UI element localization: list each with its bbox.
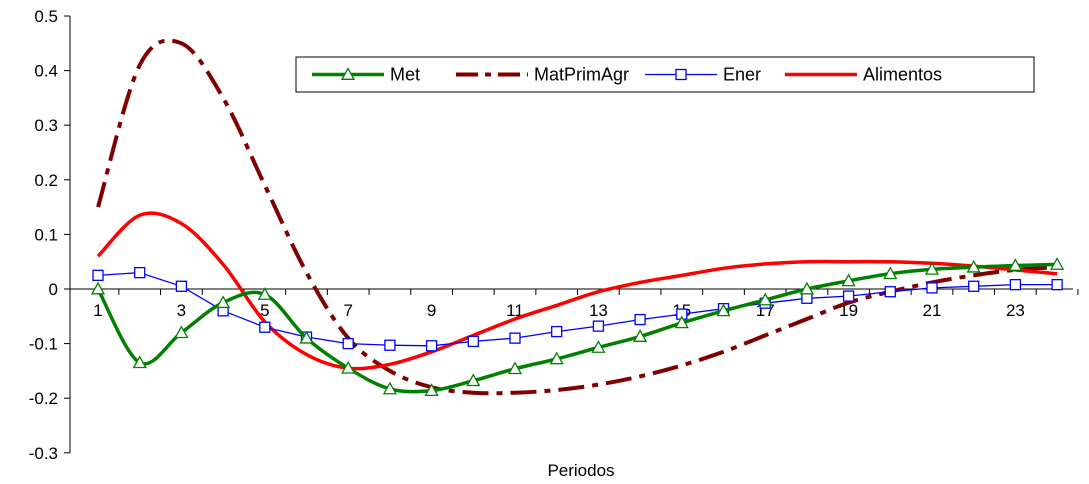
- met-marker: [507, 361, 523, 375]
- met-marker: [1008, 258, 1023, 271]
- y-tick-label: 0: [49, 280, 58, 299]
- x-tick-label: 3: [177, 301, 186, 320]
- met-marker: [257, 287, 272, 300]
- x-tick-label: 9: [427, 301, 436, 320]
- ener-marker: [384, 339, 396, 351]
- ener-marker: [675, 68, 687, 81]
- ener-marker: [509, 332, 521, 344]
- met-marker: [674, 315, 689, 329]
- legend-item-alimentos: Alimentos: [785, 65, 942, 85]
- ener-marker: [425, 340, 438, 352]
- met-marker: [299, 330, 314, 344]
- ener-marker: [801, 292, 813, 304]
- ener-marker: [592, 320, 605, 332]
- met-marker: [424, 383, 439, 397]
- y-tick-label: -0.1: [29, 335, 58, 354]
- x-tick-label: 11: [506, 301, 524, 320]
- y-tick-label: -0.2: [29, 389, 58, 408]
- met-marker: [1049, 257, 1065, 270]
- legend-label: Ener: [723, 65, 761, 85]
- met-marker: [924, 262, 940, 275]
- ener-marker: [134, 266, 146, 279]
- met-marker: [758, 292, 773, 306]
- y-tick-label: 0.1: [34, 225, 58, 244]
- y-tick-label: 0.4: [34, 62, 58, 81]
- legend-label: Alimentos: [863, 65, 942, 85]
- legend-item-ener: Ener: [645, 65, 761, 85]
- ener-line: [97, 271, 1058, 347]
- x-tick-label: 13: [589, 301, 608, 320]
- y-tick-label: 0.2: [34, 171, 58, 190]
- y-axis: 0.5 0.4 0.3 0.2 0.1 0 -0.1 -0.2 -0.3: [29, 7, 71, 463]
- met-marker: [591, 340, 606, 353]
- met-marker: [549, 351, 564, 365]
- ener-marker: [551, 325, 563, 338]
- met-marker: [382, 381, 398, 395]
- x-tick-label: 5: [260, 301, 269, 320]
- ener-marker: [175, 280, 188, 292]
- y-tick-label: 0.5: [34, 7, 58, 26]
- x-axis-title: Periodos: [547, 461, 614, 480]
- met-marker: [340, 67, 356, 80]
- ener-marker: [968, 280, 980, 292]
- met-marker: [466, 373, 481, 387]
- met-marker: [883, 266, 898, 280]
- ener-marker: [1009, 278, 1022, 291]
- y-tick-label: 0.3: [34, 116, 58, 135]
- ener-marker: [1051, 278, 1063, 291]
- series-group: [90, 38, 1065, 397]
- ener-marker: [884, 286, 896, 298]
- series-alimentos: [96, 211, 1058, 371]
- x-tick-label: 1: [93, 301, 102, 320]
- met-marker: [632, 329, 648, 342]
- legend-label: Met: [390, 65, 420, 85]
- legend-label: MatPrimAgr: [534, 65, 629, 85]
- ener-marker: [342, 337, 354, 350]
- met-marker: [215, 295, 231, 309]
- ener-marker: [842, 290, 855, 302]
- met-marker: [132, 355, 147, 369]
- met-marker: [341, 360, 356, 374]
- met-marker: [841, 273, 856, 287]
- legend-items: Met MatPrimAgr Ener Alimentos: [312, 65, 942, 85]
- ener-marker: [634, 313, 646, 326]
- legend: Met MatPrimAgr Ener Alimentos: [295, 56, 1035, 93]
- ener-marker: [259, 321, 271, 333]
- ener-marker: [467, 335, 479, 348]
- series-met: [90, 257, 1065, 397]
- met-marker: [966, 259, 981, 273]
- met-marker: [799, 281, 815, 295]
- legend-item-met: Met: [312, 65, 420, 85]
- met-marker: [716, 303, 731, 317]
- ener-marker: [92, 269, 104, 282]
- x-tick-label: 23: [1006, 301, 1025, 320]
- met-marker: [90, 281, 106, 295]
- y-ticks: 0.5 0.4 0.3 0.2 0.1 0 -0.1 -0.2 -0.3: [29, 7, 70, 463]
- alimentos-line: [96, 211, 1058, 371]
- legend-item-matprimagr: MatPrimAgr: [456, 65, 629, 85]
- ener-marker: [926, 282, 938, 294]
- x-tick-label: 21: [923, 301, 942, 320]
- met-marker: [174, 325, 189, 339]
- x-tick-label: 7: [343, 301, 352, 320]
- y-tick-label: -0.3: [29, 444, 58, 463]
